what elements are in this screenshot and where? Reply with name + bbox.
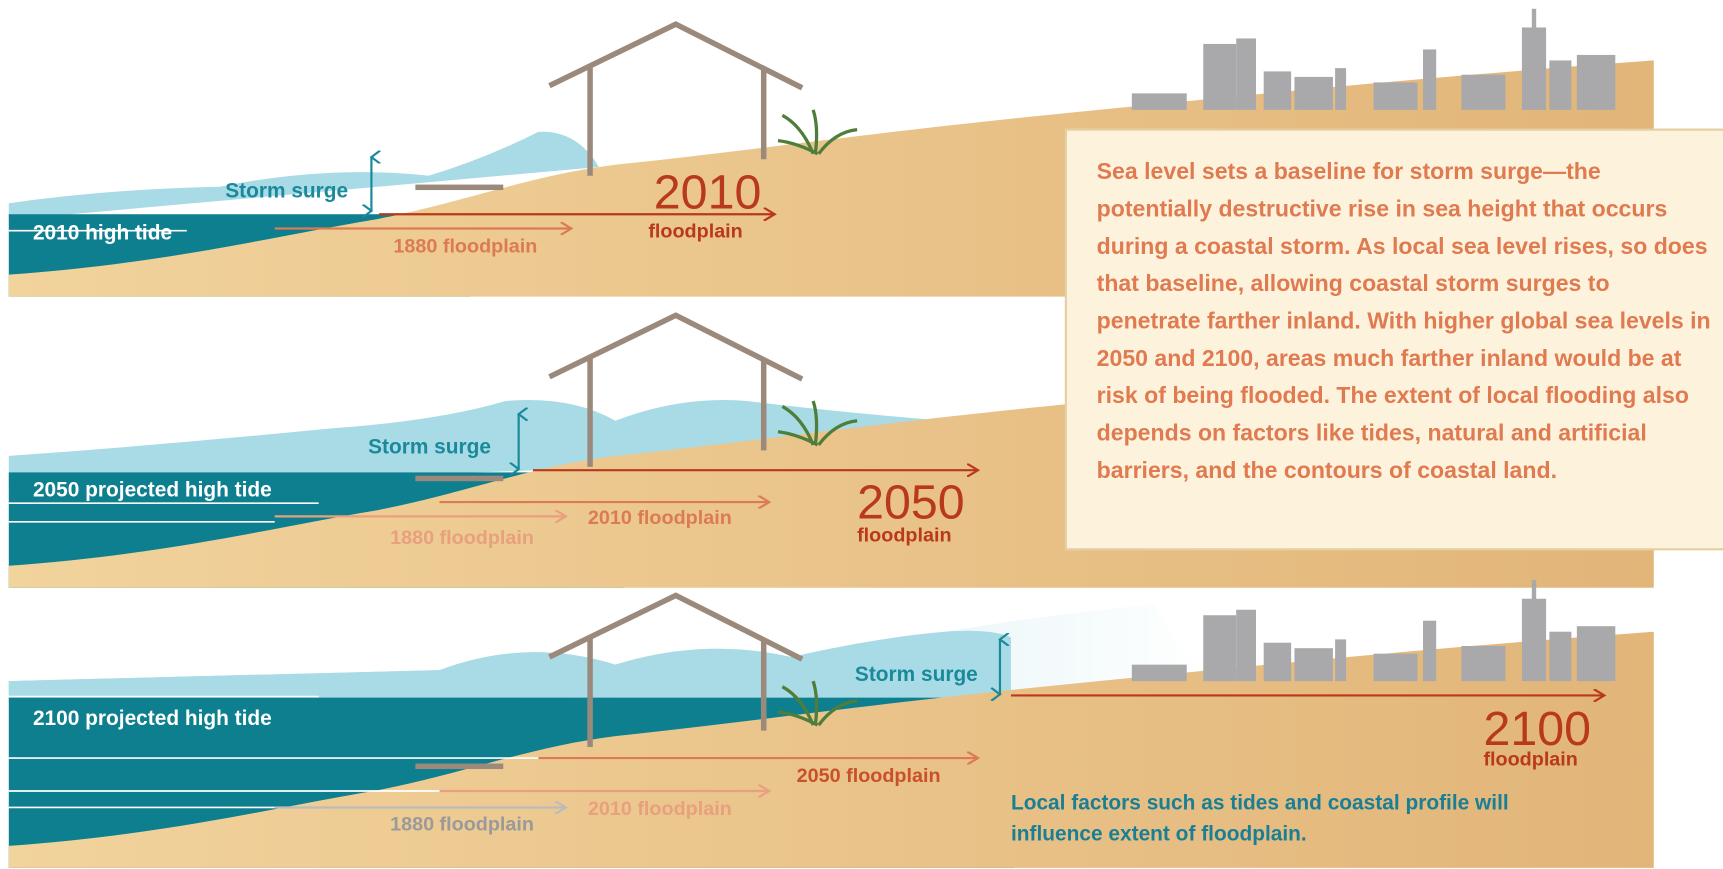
panel-2100: Storm surge 2100 projected high tide 205…: [8, 580, 1654, 868]
explanation-box: [1064, 128, 1723, 551]
high-tide-label: 2100 projected high tide: [33, 707, 272, 730]
floodplain-year: 2100: [1483, 702, 1591, 756]
storm-surge-label: Storm surge: [368, 436, 491, 459]
floodplain-label: floodplain: [648, 220, 742, 242]
past-floodplain-label: 1880 floodplain: [393, 236, 537, 258]
past-floodplain-label: 1880 floodplain: [390, 527, 534, 549]
explanation-wrap: Sea level sets a baseline for storm surg…: [1096, 159, 1711, 484]
past-floodplain-label: 2050 floodplain: [797, 765, 941, 787]
floodplain-label: floodplain: [857, 525, 951, 547]
note-box: Local factors such as tides and coastal …: [1010, 792, 1509, 846]
note: Local factors such as tides and coastal …: [1010, 792, 1509, 846]
past-floodplain-label: 2010 floodplain: [588, 798, 732, 820]
storm-surge-label: Storm surge: [225, 180, 348, 203]
panel-2050: Storm surge 2050 projected high tide 201…: [8, 315, 1654, 588]
floodplain-year: 2050: [857, 476, 965, 530]
past-floodplain-label: 2010 floodplain: [588, 507, 732, 529]
storm-surge-label: Storm surge: [855, 663, 978, 686]
high-tide-label: 2010 high tide: [33, 221, 172, 244]
floodplain-year: 2010: [654, 166, 762, 220]
floodplain-label: floodplain: [1483, 749, 1577, 771]
past-floodplain-label: 1880 floodplain: [390, 814, 534, 836]
panel-2010: Storm surge 2010 high tide 1880 floodpla…: [8, 8, 1654, 297]
explanation: Sea level sets a baseline for storm surg…: [1096, 159, 1711, 484]
high-tide-label: 2050 projected high tide: [33, 479, 272, 502]
